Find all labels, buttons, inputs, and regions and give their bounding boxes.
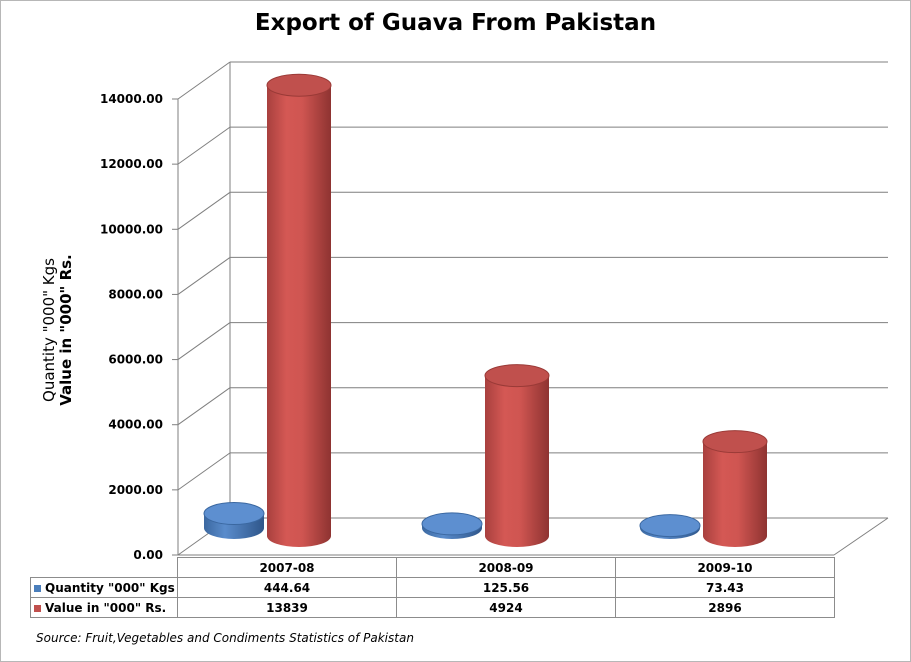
bar-body: [703, 441, 767, 547]
data-label-value-2008-09: 4924: [396, 597, 616, 618]
left-wall-gridline: [177, 126, 231, 165]
left-wall-gridline: [177, 257, 231, 295]
data-label-value-2009-10: 2896: [615, 597, 835, 618]
bar-value-2009-10: [702, 430, 768, 547]
y-axis-ticks: 0.00 2000.00 4000.00 6000.00 8000.00 10000.00…: [100, 92, 163, 562]
bar-top-cap: [484, 364, 550, 388]
y-tick-label: 2000.00: [108, 483, 163, 497]
data-label-quantity-2009-10: 73.43: [615, 577, 835, 598]
floor-right-edge: [833, 517, 889, 556]
legend-swatch-value: [34, 604, 41, 612]
data-table-corner: [31, 558, 178, 578]
y-tick-label: 14000.00: [100, 92, 163, 106]
bar-value-2007-08: [266, 73, 332, 547]
left-wall-gridline: [177, 191, 231, 230]
bars: [203, 73, 768, 547]
source-note: Source: Fruit,Vegetables and Condiments …: [36, 631, 414, 645]
y-tick-label: 10000.00: [100, 222, 163, 236]
data-label-quantity-2008-09: 125.56: [396, 577, 616, 598]
bar-quantity-2009-10: [639, 514, 701, 539]
data-table: 2007-08 2008-09 2009-10 Quantity "000" K…: [30, 557, 835, 618]
bar-top-cap: [702, 430, 768, 454]
data-table-header-row: 2007-08 2008-09 2009-10: [31, 557, 835, 578]
y-tick-label: 8000.00: [108, 287, 163, 301]
y-tick-label: 12000.00: [100, 157, 163, 171]
y-tick-label: 0.00: [133, 548, 163, 562]
bar-quantity-2007-08: [203, 502, 265, 539]
legend-entry-value: Value in "000" Rs.: [30, 597, 178, 618]
category-label-2008-09: 2008-09: [396, 557, 616, 578]
data-label-value-2007-08: 13839: [177, 597, 397, 618]
data-table-row-quantity: Quantity "000" Kgs 444.64 125.56 73.43: [30, 577, 835, 598]
left-wall-gridline: [177, 61, 231, 100]
bar-quantity-2008-09: [421, 512, 483, 539]
legend-label-value: Value in "000" Rs.: [45, 600, 167, 615]
left-wall-gridline: [177, 322, 231, 360]
bar-top-cap: [421, 512, 483, 536]
data-label-quantity-2007-08: 444.64: [177, 577, 397, 598]
category-label-2009-10: 2009-10: [615, 557, 835, 578]
bar-body: [267, 85, 331, 547]
category-label-2007-08: 2007-08: [177, 557, 397, 578]
legend-swatch-quantity: [34, 584, 41, 592]
left-wall-gridline: [177, 387, 231, 426]
data-table-row-value: Value in "000" Rs. 13839 4924 2896: [30, 597, 835, 618]
bar-value-2008-09: [484, 364, 550, 547]
bar-top-cap: [203, 502, 265, 526]
legend-entry-quantity: Quantity "000" Kgs: [30, 577, 178, 598]
grid: [172, 61, 889, 556]
y-tick-label: 4000.00: [108, 418, 163, 432]
bar-top-cap: [266, 73, 332, 97]
bar-top-cap: [639, 514, 701, 538]
chart-title: Export of Guava From Pakistan: [254, 10, 657, 36]
bar-body: [485, 375, 549, 547]
legend-label-quantity: Quantity "000" Kgs: [45, 580, 175, 595]
y-tick-label: 6000.00: [108, 353, 163, 367]
left-wall-gridline: [177, 452, 231, 491]
